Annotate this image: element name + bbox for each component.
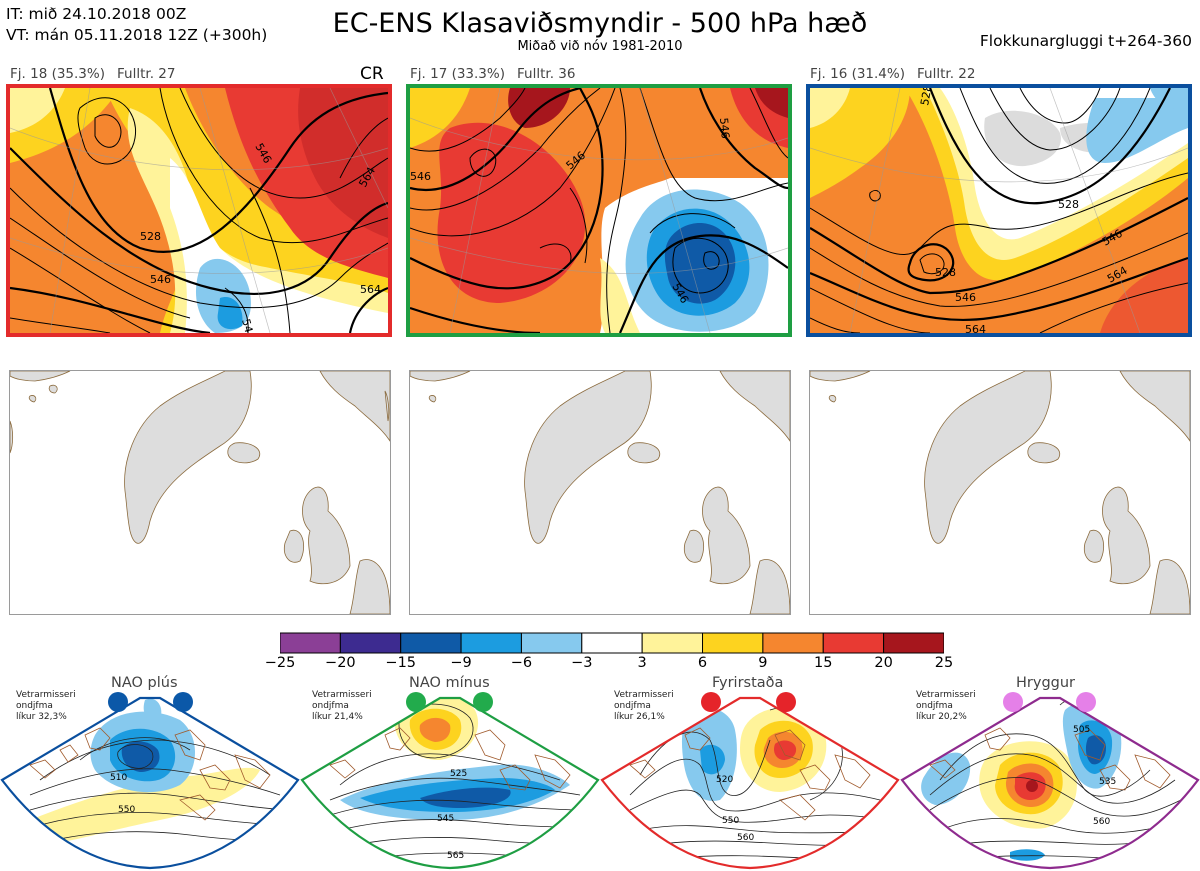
contour-label: 565 bbox=[447, 851, 464, 861]
regime-4-title: Hryggur bbox=[1016, 675, 1076, 691]
colorbar-tick: −20 bbox=[325, 655, 356, 671]
contour-label: 510 bbox=[110, 773, 127, 783]
page-subtitle: Miðað við nóv 1981-2010 bbox=[517, 39, 683, 54]
colorbar-tick: −9 bbox=[450, 655, 472, 671]
colorbar-tick: 6 bbox=[697, 655, 708, 671]
basemap-2 bbox=[409, 370, 791, 615]
init-time: IT: mið 24.10.2018 00Z bbox=[6, 5, 187, 23]
cluster-1-map: 546 528 546 564 546 564 bbox=[6, 84, 392, 337]
header-info: IT: mið 24.10.2018 00Z VT: mán 05.11.201… bbox=[6, 4, 267, 46]
colorbar-tick: 20 bbox=[874, 655, 893, 671]
regime-4-note: Vetrarmisseri ondjfma líkur 20,2% bbox=[916, 690, 976, 722]
contour-label: 505 bbox=[1073, 725, 1090, 735]
regime-1-note: Vetrarmisseri ondjfma líkur 32,3% bbox=[16, 690, 76, 722]
basemap-1 bbox=[9, 370, 391, 615]
colorbar-swatch bbox=[641, 632, 704, 654]
contour-label: 525 bbox=[450, 769, 467, 779]
regime-2-map: 525 545 565 bbox=[300, 692, 600, 870]
contour-label: 535 bbox=[1099, 777, 1116, 787]
valid-time: VT: mán 05.11.2018 12Z (+300h) bbox=[6, 26, 268, 44]
colorbar-tick: −15 bbox=[385, 655, 417, 671]
colorbar bbox=[280, 632, 944, 654]
classification-window: Flokkunargluggi t+264-360 bbox=[979, 32, 1192, 50]
contour-label: 564 bbox=[965, 323, 986, 333]
contour-label: 550 bbox=[118, 805, 135, 815]
contour-label: 520 bbox=[716, 775, 733, 785]
colorbar-swatch bbox=[339, 632, 402, 654]
cluster-2-label: Fj. 17 (33.3%) Fulltr. 36 bbox=[410, 66, 576, 82]
regime-2-title: NAO mínus bbox=[409, 675, 490, 691]
colorbar-swatch bbox=[460, 632, 522, 654]
contour-label: 528 bbox=[140, 230, 161, 243]
contour-label: 546 bbox=[955, 291, 976, 304]
colorbar-tick: −6 bbox=[510, 655, 533, 671]
regime-1-map: 510 550 bbox=[0, 692, 300, 870]
colorbar-swatch bbox=[762, 632, 824, 654]
regime-3-note: Vetrarmisseri ondjfma líkur 26,1% bbox=[614, 690, 674, 722]
colorbar-tick: −3 bbox=[571, 655, 593, 671]
regime-1-title: NAO plús bbox=[111, 675, 178, 691]
contour-label: 550 bbox=[722, 816, 739, 826]
colorbar-swatch bbox=[520, 632, 583, 654]
contour-label: 528 bbox=[918, 88, 934, 107]
contour-label: 528 bbox=[935, 266, 956, 279]
colorbar-tick: 15 bbox=[814, 655, 833, 671]
contour-label: 560 bbox=[737, 833, 754, 843]
colorbar-swatch bbox=[702, 632, 764, 654]
contour-label: 546 bbox=[150, 273, 171, 286]
cluster-3-label: Fj. 16 (31.4%) Fulltr. 22 bbox=[810, 66, 976, 82]
cluster-2-map: 546 546 546 546 bbox=[406, 84, 792, 337]
contour-label: 546 bbox=[239, 317, 257, 333]
colorbar-swatch bbox=[581, 632, 643, 654]
regime-3-map: 520 550 560 bbox=[600, 692, 900, 870]
colorbar-ticks: −25 −20 −15 −9 −6 −3 3 6 9 15 20 25 bbox=[250, 655, 970, 673]
basemap-3 bbox=[809, 370, 1191, 615]
colorbar-tick: 25 bbox=[934, 655, 954, 671]
contour-label: 545 bbox=[437, 814, 454, 824]
regime-2-note: Vetrarmisseri ondjfma líkur 21,4% bbox=[312, 690, 372, 722]
contour-label: 560 bbox=[1093, 817, 1110, 827]
colorbar-swatch bbox=[280, 632, 341, 654]
colorbar-tick: 3 bbox=[637, 655, 647, 671]
regime-4-map: 505 535 560 bbox=[900, 692, 1200, 870]
contour-label: 546 bbox=[717, 117, 732, 139]
contour-label: 546 bbox=[410, 170, 431, 183]
cluster-1-label: Fj. 18 (35.3%) Fulltr. 27 bbox=[10, 66, 176, 82]
colorbar-swatch bbox=[822, 632, 885, 654]
contour-label: 564 bbox=[360, 283, 381, 296]
page-title: EC-ENS Klasaviðsmyndir - 500 hPa hæð bbox=[332, 8, 868, 39]
colorbar-swatch bbox=[883, 632, 944, 654]
colorbar-swatch bbox=[400, 632, 462, 654]
colorbar-tick: 9 bbox=[758, 655, 768, 671]
cluster-3-map: 528 528 546 528 546 564 564 bbox=[806, 84, 1192, 337]
colorbar-tick: −25 bbox=[264, 655, 296, 671]
regime-3-title: Fyrirstaða bbox=[712, 675, 784, 691]
cluster-1-tag: CR bbox=[360, 64, 384, 84]
contour-label: 528 bbox=[1058, 198, 1079, 211]
